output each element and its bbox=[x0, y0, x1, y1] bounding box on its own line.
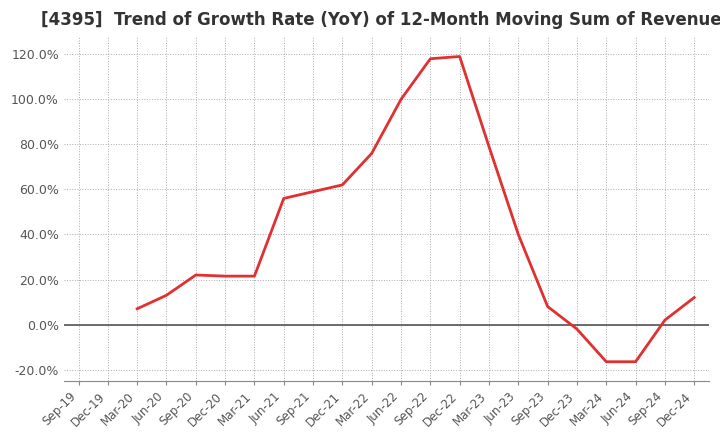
Title: [4395]  Trend of Growth Rate (YoY) of 12-Month Moving Sum of Revenues: [4395] Trend of Growth Rate (YoY) of 12-… bbox=[41, 11, 720, 29]
